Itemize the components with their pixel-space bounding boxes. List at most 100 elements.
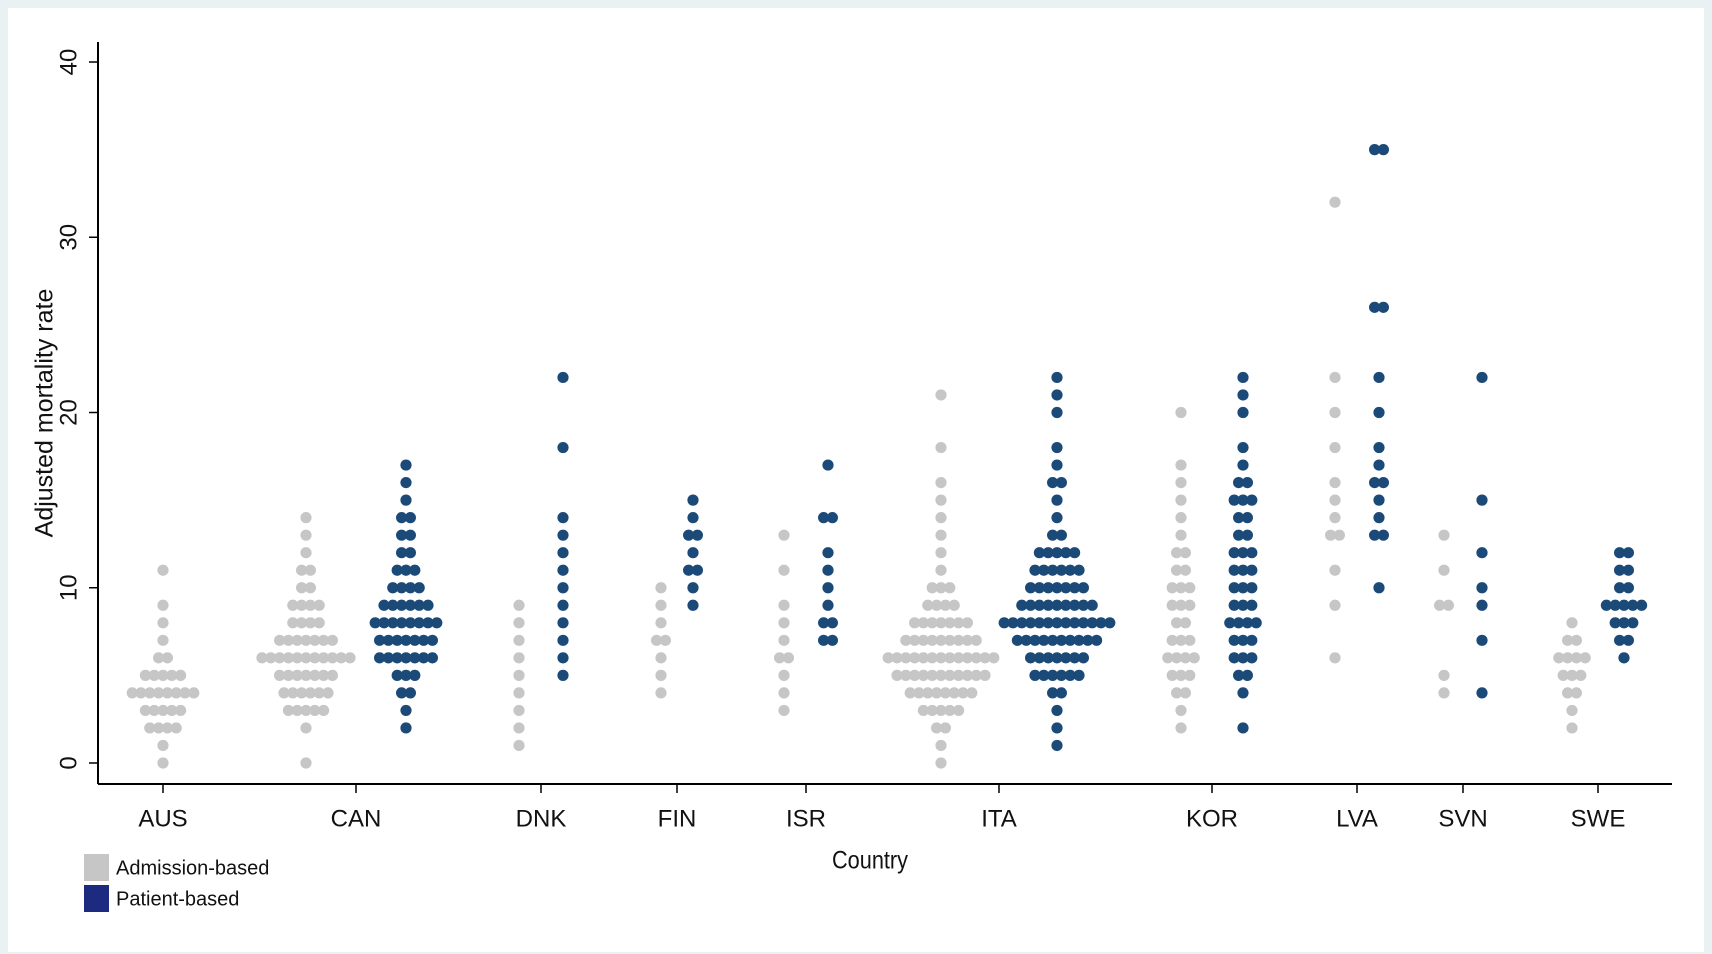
dot xyxy=(1055,477,1067,489)
dot xyxy=(1051,441,1063,454)
dot xyxy=(774,652,786,664)
dot xyxy=(922,687,934,699)
dot xyxy=(948,687,960,699)
dot xyxy=(909,669,921,681)
dot xyxy=(900,669,912,681)
dot xyxy=(1060,617,1072,629)
dot xyxy=(157,599,169,611)
dot xyxy=(296,617,308,629)
dot xyxy=(1476,371,1488,384)
dot xyxy=(1175,477,1187,489)
dot xyxy=(378,599,390,611)
dot xyxy=(409,669,421,681)
dot xyxy=(1091,634,1103,646)
dot xyxy=(1570,652,1582,664)
dot xyxy=(1566,617,1578,629)
dot xyxy=(1069,617,1081,629)
dot xyxy=(1051,617,1063,629)
dot xyxy=(1175,459,1187,471)
dot xyxy=(1086,599,1098,611)
dot xyxy=(1051,547,1063,559)
dot xyxy=(1600,599,1612,611)
dot xyxy=(300,669,312,681)
dot xyxy=(1179,652,1191,664)
dot xyxy=(139,704,151,717)
dot xyxy=(1241,477,1253,489)
dot xyxy=(157,757,169,769)
dot xyxy=(1553,652,1565,664)
dot xyxy=(1377,144,1389,156)
x-tick-label: LVA xyxy=(1336,805,1378,832)
dot xyxy=(318,652,330,664)
dot xyxy=(1627,617,1639,629)
dot xyxy=(944,634,956,646)
dot xyxy=(683,564,695,576)
dot xyxy=(1060,547,1072,559)
dot xyxy=(1557,669,1569,681)
dot xyxy=(256,652,268,664)
dot xyxy=(404,547,416,559)
dot xyxy=(1162,652,1174,664)
dot xyxy=(826,512,839,524)
dot xyxy=(166,704,178,717)
dot xyxy=(917,669,930,681)
dot xyxy=(387,599,399,611)
dot xyxy=(313,687,325,699)
dot xyxy=(304,564,316,576)
dot xyxy=(944,582,956,594)
dot xyxy=(274,634,286,646)
dot xyxy=(175,669,187,681)
dot xyxy=(431,617,443,629)
dot xyxy=(282,704,294,717)
dot xyxy=(1166,669,1178,681)
dot xyxy=(778,704,790,717)
dot xyxy=(1171,617,1183,629)
dot xyxy=(1038,634,1050,646)
dot xyxy=(961,617,974,629)
dot xyxy=(1329,564,1341,576)
dot xyxy=(309,669,321,681)
x-tick-label: ISR xyxy=(786,805,826,832)
dot xyxy=(1042,617,1054,629)
dot xyxy=(1033,547,1045,559)
dot xyxy=(935,652,947,664)
dot xyxy=(396,582,408,594)
dot xyxy=(944,617,956,629)
dot xyxy=(391,652,403,664)
dot xyxy=(922,599,934,611)
dot xyxy=(1614,634,1626,646)
dot xyxy=(322,687,334,699)
dot xyxy=(1233,617,1245,629)
dot xyxy=(1241,512,1253,524)
dot xyxy=(1438,529,1450,541)
dot xyxy=(400,634,412,646)
dot xyxy=(1025,652,1037,664)
dot xyxy=(1476,582,1488,594)
dot xyxy=(1184,599,1196,611)
dot xyxy=(1179,547,1191,559)
dot xyxy=(318,669,330,681)
dot xyxy=(1369,301,1381,313)
dot xyxy=(826,617,839,629)
dot xyxy=(1025,582,1037,594)
dot xyxy=(1237,599,1249,611)
dot xyxy=(1237,389,1249,401)
dot xyxy=(1622,634,1634,646)
dot xyxy=(900,634,912,646)
dot xyxy=(1377,529,1389,541)
dot xyxy=(1175,704,1187,717)
dot xyxy=(157,669,169,681)
dot xyxy=(396,512,408,524)
dot xyxy=(1033,652,1045,664)
dot xyxy=(326,634,338,646)
y-tick-label: 30 xyxy=(55,224,82,251)
dot xyxy=(557,617,569,629)
dot xyxy=(400,652,412,664)
dot xyxy=(304,599,316,611)
dot xyxy=(1237,459,1249,471)
dot xyxy=(1377,301,1389,313)
dot xyxy=(1237,371,1249,384)
x-tick-label: DNK xyxy=(516,805,567,832)
dot xyxy=(400,494,412,506)
dot xyxy=(1237,406,1249,419)
